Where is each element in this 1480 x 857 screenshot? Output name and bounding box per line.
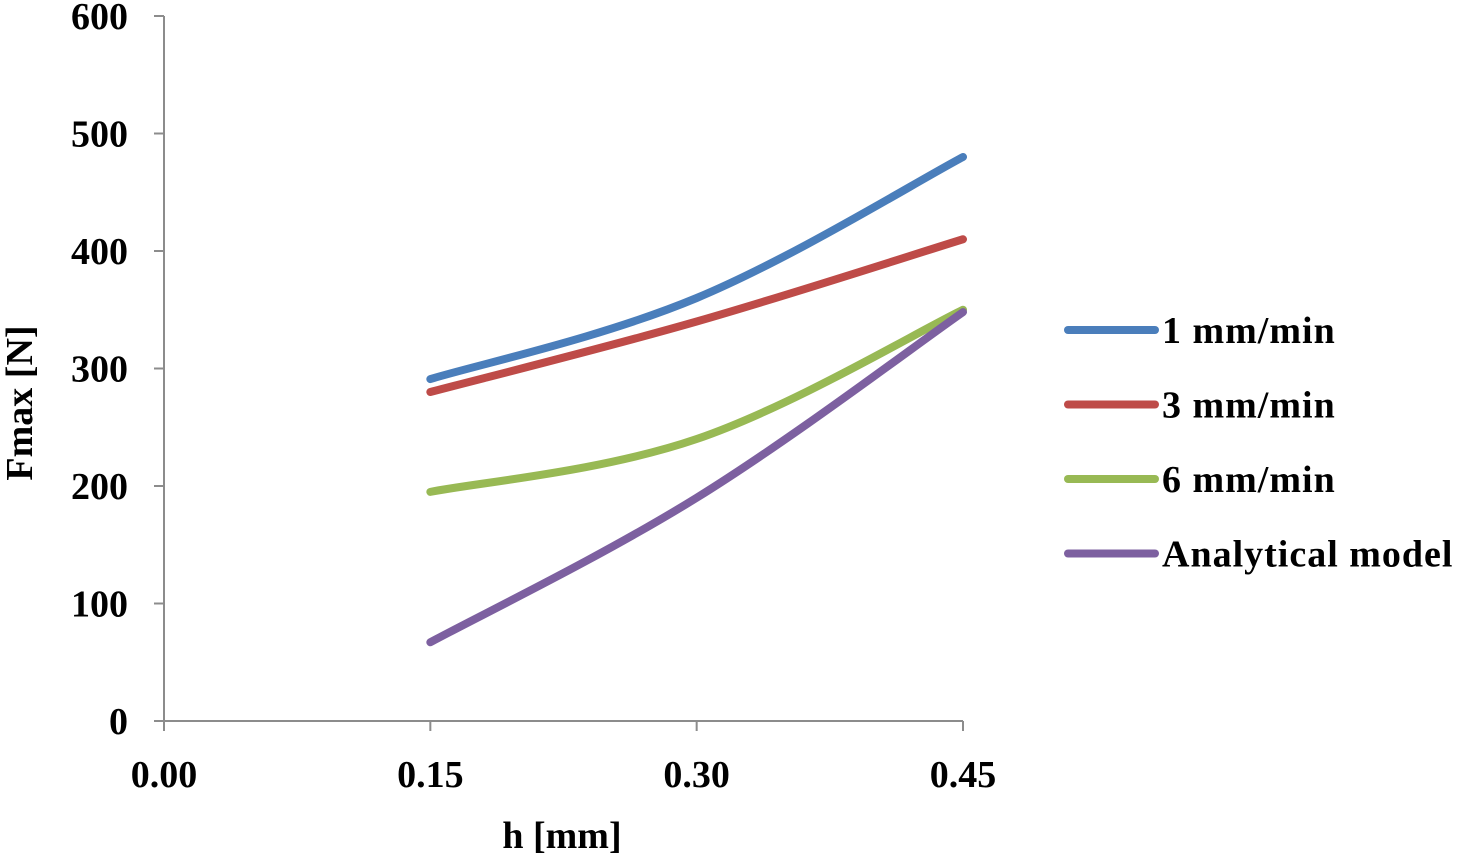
- y-tick-label: 200: [71, 466, 128, 508]
- series-layer: [426, 153, 967, 647]
- y-tick-label: 500: [71, 114, 128, 156]
- x-tick-label: 0.15: [397, 754, 464, 796]
- x-tick-label: 0.00: [131, 754, 198, 796]
- legend-label: 3 mm/min: [1162, 385, 1336, 427]
- series-line-2: [426, 305, 967, 496]
- y-tick-label: 400: [71, 231, 128, 273]
- y-tick-label: 300: [71, 349, 128, 391]
- y-tick-label: 100: [71, 584, 128, 626]
- series-line-3: [426, 308, 967, 647]
- legend-label: Analytical model: [1162, 534, 1453, 576]
- legend-label: 1 mm/min: [1162, 310, 1336, 352]
- series-line-0: [426, 153, 967, 384]
- legend: 1 mm/min 3 mm/min 6 mm/min Analytical model: [1064, 310, 1453, 576]
- y-tick-label: 600: [71, 0, 128, 38]
- x-tick-label: 0.45: [930, 754, 997, 796]
- x-axis-title: h [mm]: [502, 815, 621, 857]
- series-line-1: [426, 235, 967, 396]
- legend-label: 6 mm/min: [1162, 459, 1336, 501]
- y-axis-title: Fmax [N]: [0, 325, 41, 480]
- y-tick-label: 0: [109, 701, 128, 743]
- axes: 0 100 200 300 400 500 600 0.00 0.15 0.30 0.45: [71, 0, 996, 796]
- x-tick-label: 0.30: [663, 754, 730, 796]
